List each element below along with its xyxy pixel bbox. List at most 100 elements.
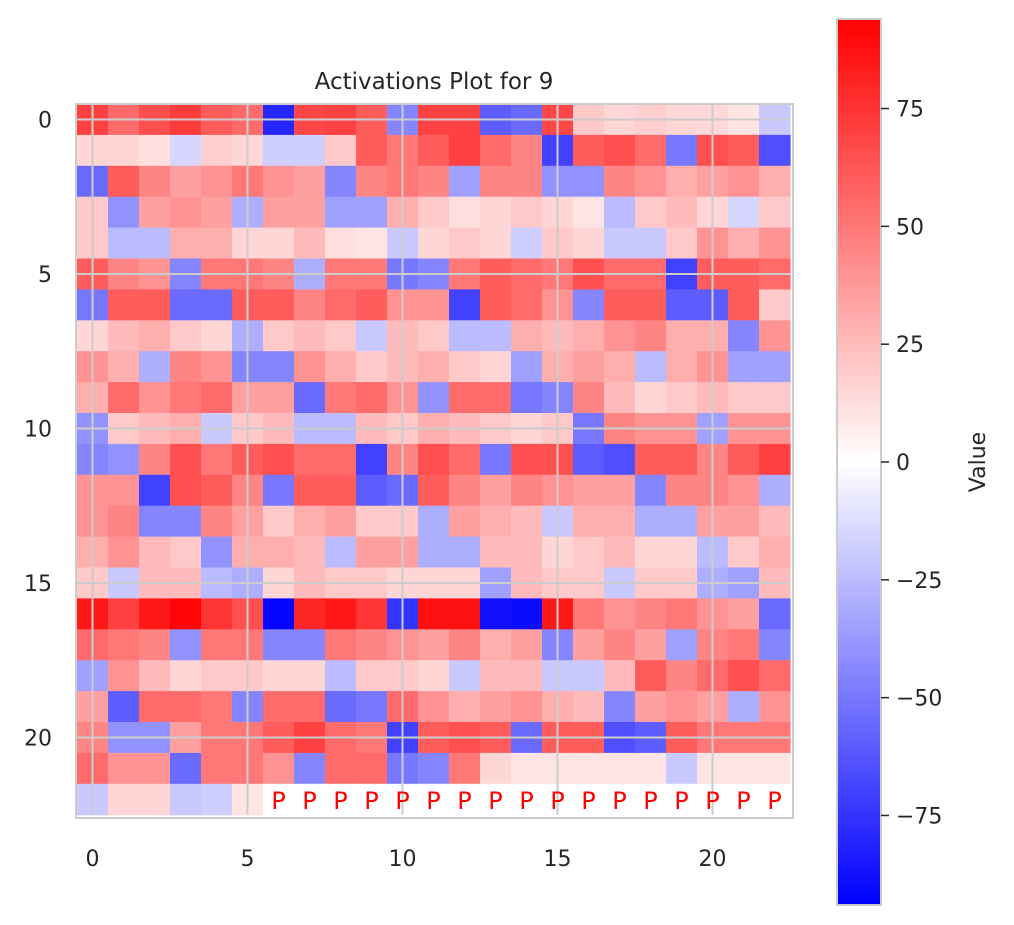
heatmap-cell [356,351,388,383]
heatmap-cell [170,227,202,260]
heatmap-cell [449,474,481,507]
pad-label: P [705,787,719,815]
heatmap-cell [728,474,760,507]
heatmap-cell [356,196,388,229]
heatmap-cell [139,165,171,198]
heatmap-cell [666,691,698,723]
heatmap-cell [759,783,791,816]
heatmap-cell [480,443,512,476]
heatmap-cell [449,598,481,630]
heatmap-cell [170,289,202,321]
heatmap-cell [418,752,450,785]
heatmap-cell [573,598,605,630]
heatmap-cell [263,660,295,692]
heatmap-cell [201,536,233,569]
heatmap-cell [635,660,667,692]
heatmap-cell [449,382,481,414]
heatmap-cell [263,598,295,630]
heatmap-cell [139,660,171,692]
colorbar-ticks: 75 50 25 0 −25 −50 −75 [881,98,942,829]
heatmap-cell [263,505,295,538]
heatmap-cell [201,598,233,630]
heatmap-cell [294,783,326,816]
heatmap-cell [449,165,481,198]
heatmap-cell [759,165,791,198]
heatmap-cell [635,165,667,198]
heatmap-cell [294,629,326,661]
heatmap-cell [635,536,667,569]
heatmap-cell [728,165,760,198]
heatmap-cell [449,536,481,569]
heatmap-cell [418,660,450,692]
heatmap-cell [108,351,140,383]
heatmap-cell [263,382,295,414]
heatmap-cell [325,783,357,816]
heatmap-cell [449,320,481,352]
heatmap-cell [666,660,698,692]
heatmap-cell [263,227,295,260]
heatmap-cell [294,289,326,321]
heatmap-cell [666,289,698,321]
heatmap-cell [418,165,450,198]
heatmap-cell [201,752,233,785]
heatmap-cell [356,474,388,507]
heatmap-cell [201,382,233,414]
pad-label: P [550,787,564,815]
heatmap-cell [418,598,450,630]
heatmap-cell [759,134,791,167]
heatmap-cell [356,320,388,352]
x-tick-label: 10 [389,847,417,872]
heatmap-cell [573,752,605,785]
heatmap-cell [666,165,698,198]
heatmap-cell [356,660,388,692]
heatmap-cell [511,752,543,785]
heatmap-cell [449,134,481,167]
heatmap-cell [325,598,357,630]
x-axis-ticks: 0 5 10 15 20 [86,847,727,872]
heatmap-cell [418,289,450,321]
colorbar-tick-label: 25 [896,333,924,358]
heatmap-cell [356,134,388,167]
heatmap-cell [511,536,543,569]
heatmap-cell [604,752,636,785]
heatmap-cell [635,598,667,630]
heatmap-cell [139,474,171,507]
y-axis-ticks: 0 5 10 15 20 [24,108,52,751]
grid-lines [77,104,790,815]
heatmap-cell [356,165,388,198]
heatmap-cell [666,536,698,569]
heatmap-cell [635,443,667,476]
heatmap-cell [356,783,388,816]
heatmap-cell [294,320,326,352]
pad-label: P [519,787,533,815]
heatmap-cell [449,660,481,692]
heatmap-cell [418,134,450,167]
colorbar-tick-label: 75 [896,98,924,123]
heatmap-cell [201,351,233,383]
heatmap-cell [294,660,326,692]
colorbar-tick-label: 0 [896,451,910,476]
heatmap-cell [511,474,543,507]
heatmap-cell [170,474,202,507]
heatmap-cell [573,227,605,260]
heatmap-cell [635,505,667,538]
heatmap-cell [635,382,667,414]
colorbar-tick-label: 50 [896,215,924,240]
heatmap-cell [108,165,140,198]
heatmap-cell [201,134,233,167]
heatmap-cell [573,783,605,816]
heatmap-cell [511,320,543,352]
heatmap-cell [635,289,667,321]
heatmap-cell [759,752,791,785]
heatmap-cell [573,474,605,507]
heatmap-cell [604,134,636,167]
heatmap-cell [325,629,357,661]
y-tick-label: 5 [38,263,52,288]
heatmap-cell [604,227,636,260]
heatmap-cell [728,443,760,476]
heatmap-cell [263,629,295,661]
heatmap-cell [728,382,760,414]
heatmap-cell [480,165,512,198]
heatmap-cell [666,320,698,352]
heatmap-cell [325,196,357,229]
